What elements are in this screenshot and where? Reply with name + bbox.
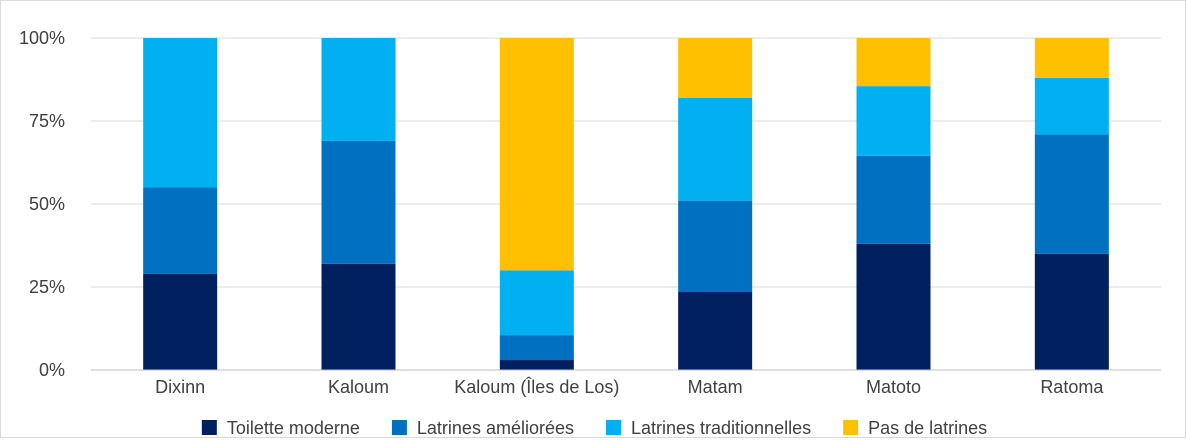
y-tick-label: 0% (39, 360, 65, 380)
bar-segment (1034, 134, 1109, 254)
bar-segment (856, 38, 931, 87)
legend-swatch (201, 420, 217, 435)
legend-swatch (391, 420, 407, 435)
bar-segment (499, 335, 574, 361)
legend-swatch (843, 420, 859, 435)
bar-segment (143, 38, 218, 188)
bar-segment (499, 270, 574, 336)
bar-segment (856, 243, 931, 370)
y-tick-label: 50% (29, 194, 65, 214)
y-tick-label: 100% (19, 28, 65, 48)
bar-segment (143, 187, 218, 274)
y-tick-label: 75% (29, 111, 65, 131)
bar-segment (678, 38, 753, 98)
bar-segment (856, 155, 931, 244)
bar-segment (678, 97, 753, 201)
legend-swatch (605, 420, 621, 435)
bar-segment (499, 38, 574, 271)
bar-segment (856, 86, 931, 156)
x-category-label: Matam (688, 377, 743, 397)
bar-segment (321, 140, 396, 264)
bar-segment (1034, 77, 1109, 135)
bar-segment (499, 360, 574, 370)
legend: Toilette moderne Latrines améliorées Latri… (201, 418, 987, 438)
x-category-label: Dixinn (155, 377, 205, 397)
x-category-label: Matoto (866, 377, 921, 397)
gridlines (91, 37, 1161, 288)
axes: 0% 25% 50% 75% 100% Dixinn Kaloum Kaloum (Îles … (19, 28, 1161, 397)
bars (143, 38, 1109, 370)
legend-label: Pas de latrines (868, 418, 987, 438)
bar-segment (678, 291, 753, 370)
x-category-label: Kaloum (328, 377, 389, 397)
x-category-label: Ratoma (1040, 377, 1104, 397)
y-tick-label: 25% (29, 277, 65, 297)
bar-segment (1034, 38, 1109, 78)
bar-segment (1034, 253, 1109, 370)
x-category-label: Kaloum (Îles de Los) (454, 377, 619, 397)
bar-segment (321, 263, 396, 370)
bar-segment (678, 200, 753, 292)
bar-segment (321, 38, 396, 141)
legend-label: Latrines traditionnelles (631, 418, 811, 438)
bar-segment (143, 273, 218, 370)
legend-label: Latrines améliorées (417, 418, 574, 438)
legend-label: Toilette moderne (227, 418, 360, 438)
